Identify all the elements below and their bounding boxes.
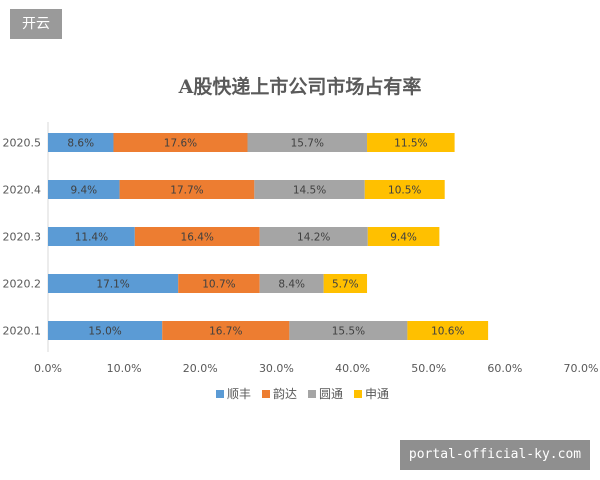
data-label: 15.0% bbox=[88, 326, 121, 338]
data-label: 17.7% bbox=[170, 185, 203, 197]
data-label: 16.7% bbox=[209, 326, 242, 338]
bar-segment bbox=[407, 321, 489, 340]
data-label: 10.6% bbox=[431, 326, 464, 338]
data-label: 9.4% bbox=[70, 185, 97, 197]
data-label: 10.5% bbox=[388, 185, 421, 197]
legend-swatch bbox=[308, 390, 316, 398]
data-label: 14.5% bbox=[293, 185, 326, 197]
legend-label: 顺丰 bbox=[227, 387, 251, 401]
x-tick-label: 60.0% bbox=[487, 362, 522, 375]
data-label: 10.7% bbox=[202, 279, 235, 291]
data-label: 14.2% bbox=[297, 232, 330, 244]
bar-segment bbox=[134, 227, 260, 246]
legend-label: 圆通 bbox=[319, 387, 343, 401]
bar-segment bbox=[48, 133, 114, 152]
chart-title: A股快递上市公司市场占有率 bbox=[178, 76, 422, 98]
bar-segment bbox=[323, 274, 368, 293]
bar-segment bbox=[48, 180, 120, 199]
category-label: 2020.4 bbox=[3, 184, 42, 197]
data-label: 16.4% bbox=[181, 232, 214, 244]
bar-segment bbox=[254, 180, 365, 199]
watermark-bottom: portal-official-ky.com bbox=[400, 440, 590, 470]
bar-segment bbox=[48, 227, 135, 246]
watermark-top: 开云 bbox=[10, 9, 62, 39]
bar-segment bbox=[119, 180, 255, 199]
x-tick-label: 70.0% bbox=[564, 362, 599, 375]
x-tick-label: 30.0% bbox=[259, 362, 294, 375]
x-tick-label: 0.0% bbox=[34, 362, 62, 375]
bar-segment bbox=[259, 274, 324, 293]
data-label: 15.7% bbox=[291, 138, 324, 150]
legend-swatch bbox=[262, 390, 270, 398]
data-label: 11.4% bbox=[75, 232, 108, 244]
bar-segment bbox=[113, 133, 248, 152]
data-label: 11.5% bbox=[394, 138, 427, 150]
data-label: 8.6% bbox=[67, 138, 94, 150]
category-label: 2020.5 bbox=[3, 137, 42, 150]
bar-segment bbox=[364, 180, 445, 199]
data-label: 9.4% bbox=[390, 232, 417, 244]
x-tick-label: 20.0% bbox=[183, 362, 218, 375]
legend-swatch bbox=[216, 390, 224, 398]
bar-segment bbox=[259, 227, 368, 246]
category-label: 2020.3 bbox=[3, 231, 42, 244]
x-tick-label: 10.0% bbox=[107, 362, 142, 375]
bar-segment bbox=[48, 274, 179, 293]
category-label: 2020.2 bbox=[3, 278, 42, 291]
bar-segment bbox=[367, 227, 440, 246]
x-tick-label: 50.0% bbox=[411, 362, 446, 375]
data-label: 5.7% bbox=[332, 279, 359, 291]
bar-segment bbox=[48, 321, 163, 340]
legend-swatch bbox=[354, 390, 362, 398]
bar-segment bbox=[247, 133, 368, 152]
legend-label: 申通 bbox=[365, 387, 389, 401]
x-tick-label: 40.0% bbox=[335, 362, 370, 375]
data-label: 17.1% bbox=[96, 279, 129, 291]
data-label: 8.4% bbox=[278, 279, 305, 291]
bar-segment bbox=[178, 274, 260, 293]
bar-segment bbox=[289, 321, 408, 340]
legend-label: 韵达 bbox=[273, 386, 297, 401]
data-label: 15.5% bbox=[332, 326, 365, 338]
bar-segment bbox=[162, 321, 290, 340]
bar-segment bbox=[367, 133, 455, 152]
data-label: 17.6% bbox=[164, 138, 197, 150]
category-label: 2020.1 bbox=[3, 325, 42, 338]
